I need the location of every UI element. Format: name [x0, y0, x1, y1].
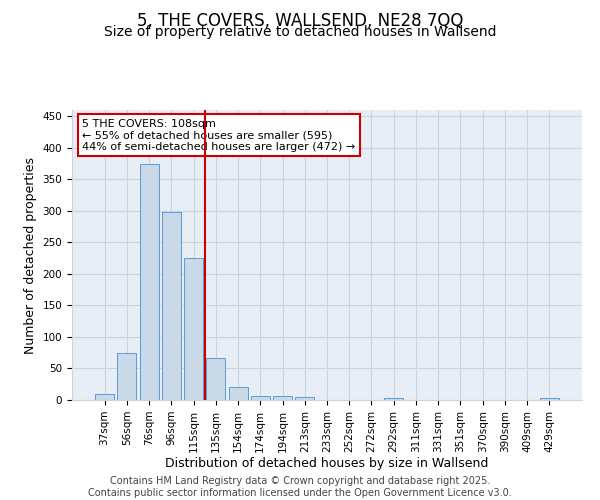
- Bar: [118, 354, 136, 400]
- Bar: [95, 394, 114, 400]
- Bar: [384, 398, 403, 400]
- Bar: [184, 258, 203, 400]
- Bar: [162, 212, 181, 400]
- Bar: [206, 358, 225, 400]
- Bar: [540, 398, 559, 400]
- Text: 5, THE COVERS, WALLSEND, NE28 7QQ: 5, THE COVERS, WALLSEND, NE28 7QQ: [137, 12, 463, 30]
- Text: Size of property relative to detached houses in Wallsend: Size of property relative to detached ho…: [104, 25, 496, 39]
- Bar: [295, 398, 314, 400]
- Y-axis label: Number of detached properties: Number of detached properties: [24, 156, 37, 354]
- Bar: [140, 164, 158, 400]
- Bar: [273, 396, 292, 400]
- Bar: [229, 388, 248, 400]
- Text: Contains HM Land Registry data © Crown copyright and database right 2025.
Contai: Contains HM Land Registry data © Crown c…: [88, 476, 512, 498]
- Text: 5 THE COVERS: 108sqm
← 55% of detached houses are smaller (595)
44% of semi-deta: 5 THE COVERS: 108sqm ← 55% of detached h…: [82, 118, 355, 152]
- X-axis label: Distribution of detached houses by size in Wallsend: Distribution of detached houses by size …: [166, 458, 488, 470]
- Bar: [251, 396, 270, 400]
